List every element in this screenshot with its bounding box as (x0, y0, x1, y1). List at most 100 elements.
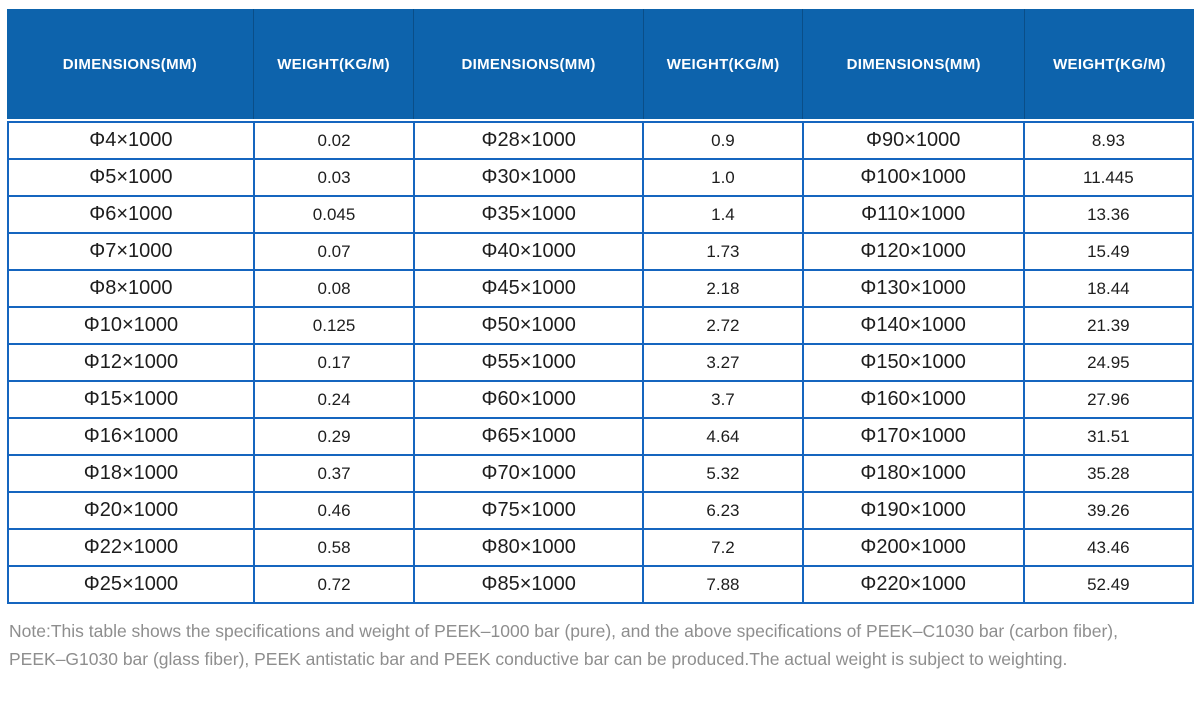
weight-cell: 0.9 (642, 121, 804, 160)
header-cell-weight-2: WEIGHT(KG/M) (642, 9, 803, 119)
weight-cell: 24.95 (1022, 343, 1195, 382)
dimension-cell: Φ220×1000 (801, 565, 1025, 604)
dimension-cell: Φ40×1000 (413, 232, 645, 271)
table-row: Φ12×1000 0.17 Φ55×1000 3.27 Φ150×1000 24.95 (7, 343, 1195, 382)
table-row: Φ4×1000 0.02 Φ28×1000 0.9 Φ90×1000 8.93 (7, 121, 1195, 160)
weight-cell: 4.64 (642, 417, 804, 456)
dimension-cell: Φ28×1000 (413, 121, 645, 160)
table-row: Φ25×1000 0.72 Φ85×1000 7.88 Φ220×1000 52.49 (7, 565, 1195, 604)
header-cell-dimensions-3: DIMENSIONS(MM) (802, 9, 1025, 119)
dimension-cell: Φ110×1000 (801, 195, 1025, 234)
header-row: DIMENSIONS(MM) WEIGHT(KG/M) DIMENSIONS(M… (7, 9, 1194, 119)
weight-cell: 6.23 (642, 491, 804, 530)
table-row: Φ18×1000 0.37 Φ70×1000 5.32 Φ180×1000 35.28 (7, 454, 1195, 493)
note-line-1: Note:This table shows the specifications… (9, 621, 1118, 641)
dimension-cell: Φ120×1000 (801, 232, 1025, 271)
dimension-cell: Φ22×1000 (7, 528, 255, 567)
spec-table-header: DIMENSIONS(MM) WEIGHT(KG/M) DIMENSIONS(M… (7, 9, 1194, 119)
weight-cell: 18.44 (1022, 269, 1195, 308)
dimension-cell: Φ50×1000 (413, 306, 645, 345)
dimension-cell: Φ180×1000 (801, 454, 1025, 493)
dimension-cell: Φ30×1000 (413, 158, 645, 197)
table-row: Φ6×1000 0.045 Φ35×1000 1.4 Φ110×1000 13.36 (7, 195, 1195, 234)
weight-cell: 0.24 (252, 380, 416, 419)
header-cell-dimensions-1: DIMENSIONS(MM) (7, 9, 254, 119)
dimension-cell: Φ170×1000 (801, 417, 1025, 456)
dimension-cell: Φ80×1000 (413, 528, 645, 567)
weight-cell: 0.46 (252, 491, 416, 530)
spec-table-body: Φ4×1000 0.02 Φ28×1000 0.9 Φ90×1000 8.93 Φ5×100… (7, 121, 1195, 604)
dimension-cell: Φ16×1000 (7, 417, 255, 456)
dimension-cell: Φ4×1000 (7, 121, 255, 160)
weight-cell: 2.18 (642, 269, 804, 308)
dimension-cell: Φ5×1000 (7, 158, 255, 197)
weight-cell: 0.07 (252, 232, 416, 271)
weight-cell: 31.51 (1022, 417, 1195, 456)
table-row: Φ20×1000 0.46 Φ75×1000 6.23 Φ190×1000 39.26 (7, 491, 1195, 530)
spec-table: Φ4×1000 0.02 Φ28×1000 0.9 Φ90×1000 8.93 Φ5×100… (7, 121, 1195, 604)
note-line-2: PEEK–G1030 bar (glass fiber), PEEK antis… (9, 649, 1068, 669)
dimension-cell: Φ45×1000 (413, 269, 645, 308)
weight-cell: 3.27 (642, 343, 804, 382)
table-row: Φ8×1000 0.08 Φ45×1000 2.18 Φ130×1000 18.44 (7, 269, 1195, 308)
dimension-cell: Φ65×1000 (413, 417, 645, 456)
table-row: Φ7×1000 0.07 Φ40×1000 1.73 Φ120×1000 15.49 (7, 232, 1195, 271)
dimension-cell: Φ140×1000 (801, 306, 1025, 345)
dimension-cell: Φ10×1000 (7, 306, 255, 345)
weight-cell: 13.36 (1022, 195, 1195, 234)
dimension-cell: Φ190×1000 (801, 491, 1025, 530)
weight-cell: 15.49 (1022, 232, 1195, 271)
dimension-cell: Φ6×1000 (7, 195, 255, 234)
dimension-cell: Φ130×1000 (801, 269, 1025, 308)
dimension-cell: Φ75×1000 (413, 491, 645, 530)
dimension-cell: Φ15×1000 (7, 380, 255, 419)
weight-cell: 35.28 (1022, 454, 1195, 493)
weight-cell: 21.39 (1022, 306, 1195, 345)
table-row: Φ5×1000 0.03 Φ30×1000 1.0 Φ100×1000 11.445 (7, 158, 1195, 197)
header-cell-dimensions-2: DIMENSIONS(MM) (413, 9, 644, 119)
weight-cell: 0.02 (252, 121, 416, 160)
weight-cell: 43.46 (1022, 528, 1195, 567)
weight-cell: 0.08 (252, 269, 416, 308)
weight-cell: 1.0 (642, 158, 804, 197)
weight-cell: 1.73 (642, 232, 804, 271)
dimension-cell: Φ100×1000 (801, 158, 1025, 197)
dimension-cell: Φ85×1000 (413, 565, 645, 604)
dimension-cell: Φ90×1000 (801, 121, 1025, 160)
weight-cell: 0.03 (252, 158, 416, 197)
weight-cell: 0.37 (252, 454, 416, 493)
weight-cell: 1.4 (642, 195, 804, 234)
dimension-cell: Φ25×1000 (7, 565, 255, 604)
table-row: Φ22×1000 0.58 Φ80×1000 7.2 Φ200×1000 43.46 (7, 528, 1195, 567)
weight-cell: 52.49 (1022, 565, 1195, 604)
dimension-cell: Φ160×1000 (801, 380, 1025, 419)
weight-cell: 8.93 (1022, 121, 1195, 160)
weight-cell: 0.58 (252, 528, 416, 567)
weight-cell: 0.72 (252, 565, 416, 604)
weight-cell: 27.96 (1022, 380, 1195, 419)
weight-cell: 0.17 (252, 343, 416, 382)
weight-cell: 7.88 (642, 565, 804, 604)
table-row: Φ15×1000 0.24 Φ60×1000 3.7 Φ160×1000 27.96 (7, 380, 1195, 419)
dimension-cell: Φ18×1000 (7, 454, 255, 493)
header-cell-weight-1: WEIGHT(KG/M) (252, 9, 414, 119)
weight-cell: 0.29 (252, 417, 416, 456)
dimension-cell: Φ20×1000 (7, 491, 255, 530)
dimension-cell: Φ55×1000 (413, 343, 645, 382)
dimension-cell: Φ7×1000 (7, 232, 255, 271)
dimension-cell: Φ8×1000 (7, 269, 255, 308)
weight-cell: 0.125 (252, 306, 416, 345)
weight-cell: 11.445 (1022, 158, 1195, 197)
dimension-cell: Φ70×1000 (413, 454, 645, 493)
weight-cell: 2.72 (642, 306, 804, 345)
dimension-cell: Φ12×1000 (7, 343, 255, 382)
header-cell-weight-3: WEIGHT(KG/M) (1023, 9, 1194, 119)
weight-cell: 3.7 (642, 380, 804, 419)
weight-cell: 7.2 (642, 528, 804, 567)
dimension-cell: Φ35×1000 (413, 195, 645, 234)
weight-cell: 0.045 (252, 195, 416, 234)
weight-cell: 39.26 (1022, 491, 1195, 530)
weight-cell: 5.32 (642, 454, 804, 493)
dimension-cell: Φ200×1000 (801, 528, 1025, 567)
